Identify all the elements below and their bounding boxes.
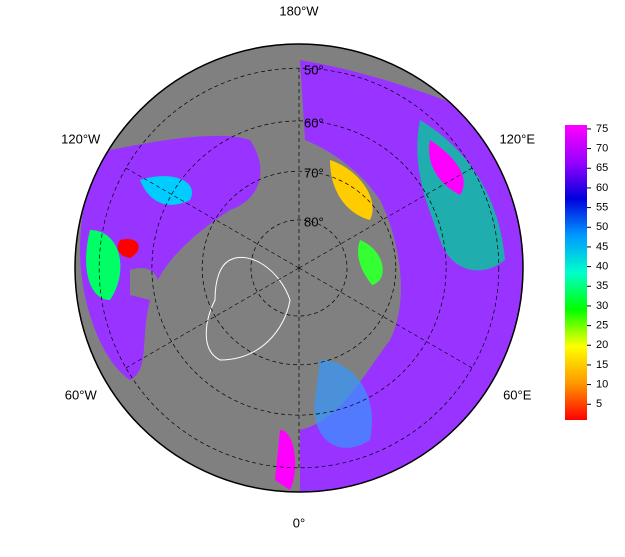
land-patch [330, 160, 373, 220]
data-field [80, 60, 523, 492]
colorbar-tick-label: 60 [596, 182, 608, 194]
land-patch [429, 140, 464, 195]
land-patch [358, 240, 383, 285]
colorbar-tick-label: 75 [596, 123, 608, 135]
latitude-circle [201, 170, 397, 366]
colorbar-tick-label: 20 [596, 339, 608, 351]
meridian [298, 267, 473, 369]
land-patch [275, 430, 296, 490]
land-patch [314, 360, 372, 448]
hudson-bay [130, 267, 159, 300]
meridian [298, 167, 473, 269]
longitude-label: 120°W [61, 131, 101, 146]
latitude-label: 80° [304, 214, 324, 229]
colorbar-tick-label: 35 [596, 280, 608, 292]
longitude-label: 180°W [279, 3, 319, 18]
colorbar [565, 125, 587, 420]
latitude-label: 70° [304, 166, 324, 181]
meridian [125, 167, 300, 269]
land-north-america [80, 135, 261, 380]
latitude-label: 50° [304, 63, 324, 78]
land-patch [86, 230, 121, 300]
map-boundary [74, 43, 524, 493]
meridian [125, 267, 300, 369]
land-patch [117, 239, 139, 258]
colorbar-tick-label: 55 [596, 202, 608, 214]
colorbar-tick-label: 30 [596, 300, 608, 312]
greenland [205, 256, 291, 361]
colorbar-tick-label: 40 [596, 261, 608, 273]
colorbar-tick-label: 10 [596, 379, 608, 391]
colorbar-tick-label: 15 [596, 359, 608, 371]
colorbar-tick-label: 45 [596, 241, 608, 253]
colorbar-tick-label: 65 [596, 162, 608, 174]
colorbar-tick-label: 25 [596, 320, 608, 332]
latitude-circle [250, 219, 348, 317]
latitude-label: 60° [304, 115, 324, 130]
land-patch [140, 176, 192, 205]
colorbar-tick-label: 5 [596, 398, 602, 410]
latitude-circle [151, 120, 447, 416]
longitude-label: 60°W [65, 387, 98, 402]
colorbar-tick-label: 70 [596, 143, 608, 155]
colorbar-tick-label: 50 [596, 221, 608, 233]
longitude-label: 0° [293, 515, 305, 530]
longitude-label: 60°E [503, 387, 532, 402]
longitude-label: 120°E [499, 131, 535, 146]
